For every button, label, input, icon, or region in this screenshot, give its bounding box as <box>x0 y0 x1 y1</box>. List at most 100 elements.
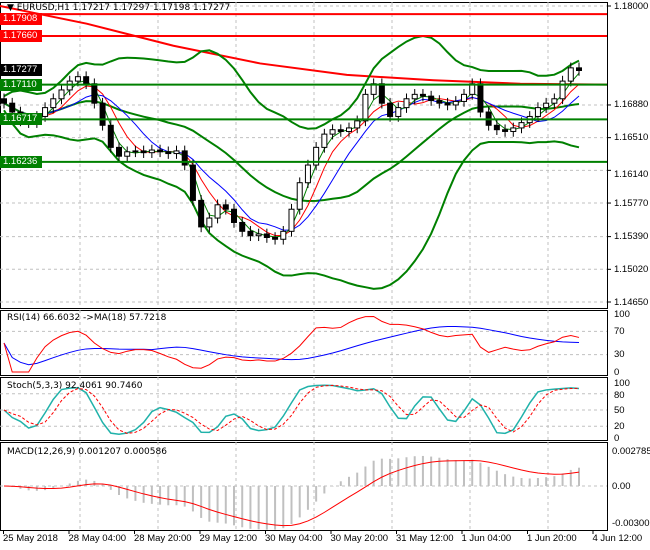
price-axis-label: 1.16140 <box>614 168 649 180</box>
stoch-axis-label: 0 <box>614 432 620 444</box>
candle-body <box>493 124 500 131</box>
candle-body <box>559 80 566 100</box>
time-axis-label: 31 May 12:00 <box>396 533 454 544</box>
candle-body <box>50 98 57 109</box>
candle-body <box>9 102 16 113</box>
candle-body <box>272 236 279 240</box>
stoch-main-line <box>3 384 580 435</box>
candle-body <box>321 133 328 148</box>
dropdown-triangle-icon[interactable]: ▼ <box>7 3 14 13</box>
candle-body <box>518 122 525 129</box>
bollinger-lower-line <box>3 109 580 290</box>
candle-body <box>419 93 426 97</box>
candle-body <box>534 107 541 117</box>
ohlc-values: 1.17217 1.17297 1.17198 1.17277 <box>72 3 231 13</box>
candle-body <box>132 150 139 153</box>
rsi-axis-label: 0 <box>614 366 620 378</box>
candle-body <box>576 67 582 72</box>
macd-signal-line <box>3 459 580 527</box>
candle-body <box>304 164 311 184</box>
rsi-axis-label: 100 <box>614 308 630 320</box>
candle-body <box>198 199 205 228</box>
candle-body <box>444 102 451 106</box>
candle-body <box>436 100 443 104</box>
candle-body <box>247 230 254 237</box>
price-axis-label: 1.15770 <box>614 197 649 209</box>
time-axis-label: 1 Jun 20:00 <box>527 533 577 544</box>
candle-body <box>395 107 402 117</box>
candle-body <box>206 217 213 228</box>
candle-body <box>387 102 394 117</box>
macd-axis-label: 0.00 <box>612 480 631 492</box>
candle-body <box>329 129 336 135</box>
candle-body <box>214 204 221 219</box>
macd-title: MACD(12,26,9) 0.001207 0.000586 <box>7 447 167 457</box>
symbol-header: ▼ EURUSD,H1 1.17217 1.17297 1.17198 1.17… <box>7 3 230 13</box>
candle-body <box>181 150 188 166</box>
candle-body <box>263 233 270 238</box>
candle-body <box>362 93 369 122</box>
price-axis-label: 1.16880 <box>614 99 649 111</box>
candle-body <box>239 221 246 232</box>
rsi-title: RSI(14) 66.6032 ->MA(18) 57.7218 <box>7 313 167 323</box>
candle-body <box>428 95 435 102</box>
time-axis-label: 30 May 20:00 <box>330 533 389 544</box>
candle-body <box>148 149 155 154</box>
candle-body <box>99 102 106 126</box>
candle-body <box>42 107 49 117</box>
bollinger-upper-line <box>3 34 580 130</box>
price-axis-label: 1.15020 <box>614 263 649 275</box>
price-tag-1.17110: 1.17110 <box>0 78 42 91</box>
rsi-ma-line <box>3 325 580 366</box>
time-axis-label: 4 Jun 12:00 <box>592 533 643 544</box>
candle-body <box>477 83 484 113</box>
candle-body <box>296 182 303 210</box>
candle-body <box>255 233 262 237</box>
candle-body <box>510 127 517 132</box>
candle-body <box>313 146 320 166</box>
price-axis-label: 1.18000 <box>614 0 649 12</box>
long-moving-average-line <box>0 5 608 86</box>
stoch-axis-label: 20 <box>614 420 625 432</box>
candle-body <box>58 89 65 100</box>
candle-body <box>288 208 295 232</box>
candle-body <box>189 164 196 201</box>
stoch-axis-label: 80 <box>614 389 625 401</box>
candle-body <box>461 93 467 102</box>
candle-body <box>140 150 147 154</box>
candle-body <box>74 76 81 82</box>
price-axis-label: 1.14650 <box>614 296 649 308</box>
price-tag-1.17277: 1.17277 <box>0 63 42 76</box>
time-axis-label: 28 May 04:00 <box>68 533 127 544</box>
candle-body <box>354 120 361 129</box>
candle-body <box>222 204 229 210</box>
time-axis-label: 25 May 2018 <box>3 533 58 544</box>
price-axis-label: 1.16510 <box>614 132 649 144</box>
candle-body <box>337 129 344 132</box>
main-panel-frame <box>0 2 608 309</box>
candle-body <box>543 102 550 109</box>
time-axis-label: 28 May 20:00 <box>134 533 192 544</box>
price-tag-1.17908: 1.17908 <box>0 12 42 25</box>
stoch-axis-label: 100 <box>614 377 630 389</box>
stoch-axis-label: 50 <box>614 404 625 416</box>
candle-body <box>346 127 352 132</box>
rsi-axis-label: 70 <box>614 325 625 337</box>
price-axis-label: 1.15390 <box>614 231 649 243</box>
bollinger-middle-line <box>3 100 580 202</box>
candle-body <box>403 98 410 109</box>
symbol-name: EURUSD,H1 <box>16 3 70 13</box>
candle-body <box>502 129 509 132</box>
candle-body <box>551 98 558 104</box>
candle-body <box>107 124 114 148</box>
rsi-line <box>3 315 580 373</box>
time-axis-label: 30 May 04:00 <box>265 533 323 544</box>
candle-body <box>378 83 385 104</box>
candle-body <box>411 93 418 100</box>
rsi-axis-label: 30 <box>614 349 625 361</box>
price-tag-1.17660: 1.17660 <box>0 30 42 43</box>
candle-body <box>91 83 98 104</box>
candle-body <box>567 67 574 82</box>
